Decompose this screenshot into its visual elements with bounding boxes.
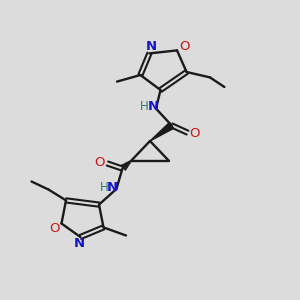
Text: N: N xyxy=(147,100,159,113)
Text: H: H xyxy=(100,181,109,194)
Text: N: N xyxy=(107,181,118,194)
Text: O: O xyxy=(95,155,105,169)
Text: O: O xyxy=(189,127,199,140)
Polygon shape xyxy=(150,122,174,141)
Text: O: O xyxy=(49,222,59,236)
Text: N: N xyxy=(73,237,85,250)
Text: O: O xyxy=(179,40,190,53)
Text: N: N xyxy=(145,40,157,53)
Text: H: H xyxy=(140,100,149,113)
